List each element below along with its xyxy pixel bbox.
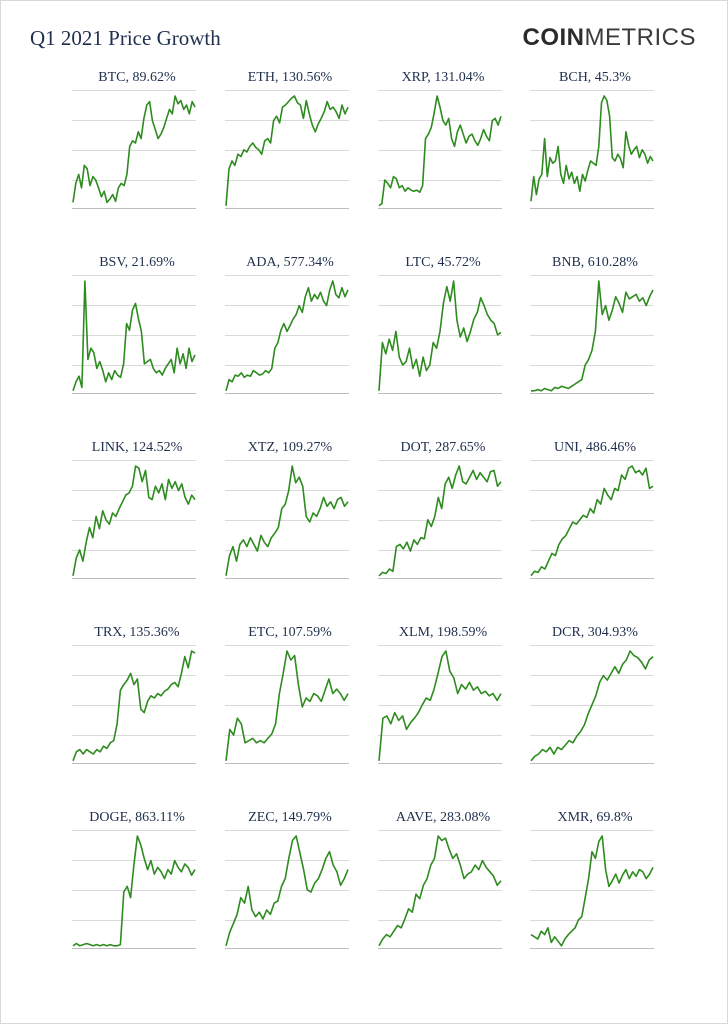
line-chart xyxy=(530,830,654,949)
brand-strong: COIN xyxy=(522,24,585,51)
line-chart xyxy=(530,90,654,209)
price-series-line xyxy=(72,650,196,762)
line-chart xyxy=(72,645,196,764)
chart-title: ETC, 107.59% xyxy=(248,625,332,640)
line-chart xyxy=(530,275,654,394)
chart-panel: TRX, 135.36% xyxy=(72,625,222,785)
chart-title: LTC, 45.72% xyxy=(405,255,481,270)
line-chart xyxy=(378,275,502,394)
line-chart xyxy=(530,645,654,764)
chart-title: XMR, 69.8% xyxy=(557,810,633,825)
chart-title: BTC, 89.62% xyxy=(98,70,176,85)
price-series-line xyxy=(225,95,349,206)
chart-title: ADA, 577.34% xyxy=(246,255,334,270)
chart-title: XLM, 198.59% xyxy=(398,625,488,640)
price-series-line xyxy=(225,650,349,761)
line-chart xyxy=(72,830,196,949)
chart-title: ZEC, 149.79% xyxy=(248,810,332,825)
chart-panel: AAVE, 283.08% xyxy=(378,810,528,970)
price-series-line xyxy=(225,465,349,576)
chart-title: ETH, 130.56% xyxy=(247,70,333,85)
line-chart xyxy=(378,90,502,209)
chart-panel: XRP, 131.04% xyxy=(378,70,528,230)
line-chart xyxy=(225,830,349,949)
chart-panel: DOT, 287.65% xyxy=(378,440,528,600)
price-series-line xyxy=(378,650,502,761)
line-chart xyxy=(378,645,502,764)
chart-title: UNI, 486.46% xyxy=(553,440,637,455)
chart-panel: BCH, 45.3% xyxy=(530,70,680,230)
price-series-line xyxy=(72,465,196,576)
chart-panel: ETH, 130.56% xyxy=(225,70,375,230)
chart-panel: LINK, 124.52% xyxy=(72,440,222,600)
price-series-line xyxy=(72,280,196,392)
page-title: Q1 2021 Price Growth xyxy=(30,26,221,50)
chart-panel: XMR, 69.8% xyxy=(530,810,680,970)
line-chart xyxy=(72,90,196,209)
price-series-line xyxy=(530,650,654,762)
chart-panel: DCR, 304.93% xyxy=(530,625,680,785)
chart-panel: BNB, 610.28% xyxy=(530,255,680,415)
chart-title: DOT, 287.65% xyxy=(400,440,486,455)
price-series-line xyxy=(72,835,196,947)
chart-panel: XTZ, 109.27% xyxy=(225,440,375,600)
chart-title: BNB, 610.28% xyxy=(552,255,638,270)
line-chart xyxy=(72,460,196,579)
chart-panel: BSV, 21.69% xyxy=(72,255,222,415)
line-chart xyxy=(530,460,654,579)
chart-title: DOGE, 863.11% xyxy=(89,810,185,825)
chart-title: BSV, 21.69% xyxy=(99,255,175,270)
price-series-line xyxy=(530,465,654,577)
chart-panel: UNI, 486.46% xyxy=(530,440,680,600)
price-series-line xyxy=(378,465,502,577)
chart-panel: XLM, 198.59% xyxy=(378,625,528,785)
line-chart xyxy=(378,460,502,579)
chart-panel: DOGE, 863.11% xyxy=(72,810,222,970)
price-series-line xyxy=(530,95,654,202)
brand-light: METRICS xyxy=(584,24,696,51)
chart-panel: ZEC, 149.79% xyxy=(225,810,375,970)
line-chart xyxy=(225,460,349,579)
price-series-line xyxy=(72,95,196,204)
price-series-line xyxy=(531,280,654,392)
chart-panel: ADA, 577.34% xyxy=(225,255,375,415)
line-chart xyxy=(225,90,349,209)
chart-title: BCH, 45.3% xyxy=(559,70,631,85)
price-series-line xyxy=(225,280,349,392)
chart-panel: ETC, 107.59% xyxy=(225,625,375,785)
price-series-line xyxy=(378,835,502,947)
price-series-line xyxy=(378,280,502,391)
coinmetrics-logo: COINMETRICS xyxy=(523,24,697,52)
price-series-line xyxy=(225,835,349,947)
chart-panel: BTC, 89.62% xyxy=(72,70,222,230)
chart-panel: LTC, 45.72% xyxy=(378,255,528,415)
chart-title: TRX, 135.36% xyxy=(94,625,180,640)
line-chart xyxy=(225,645,349,764)
line-chart xyxy=(378,830,502,949)
line-chart xyxy=(225,275,349,394)
chart-title: XRP, 131.04% xyxy=(401,70,485,85)
price-series-line xyxy=(530,835,654,947)
price-series-line xyxy=(378,95,502,207)
chart-title: DCR, 304.93% xyxy=(552,625,638,640)
line-chart xyxy=(72,275,196,394)
chart-title: LINK, 124.52% xyxy=(91,440,183,455)
chart-title: AAVE, 283.08% xyxy=(395,810,491,825)
chart-title: XTZ, 109.27% xyxy=(247,440,333,455)
